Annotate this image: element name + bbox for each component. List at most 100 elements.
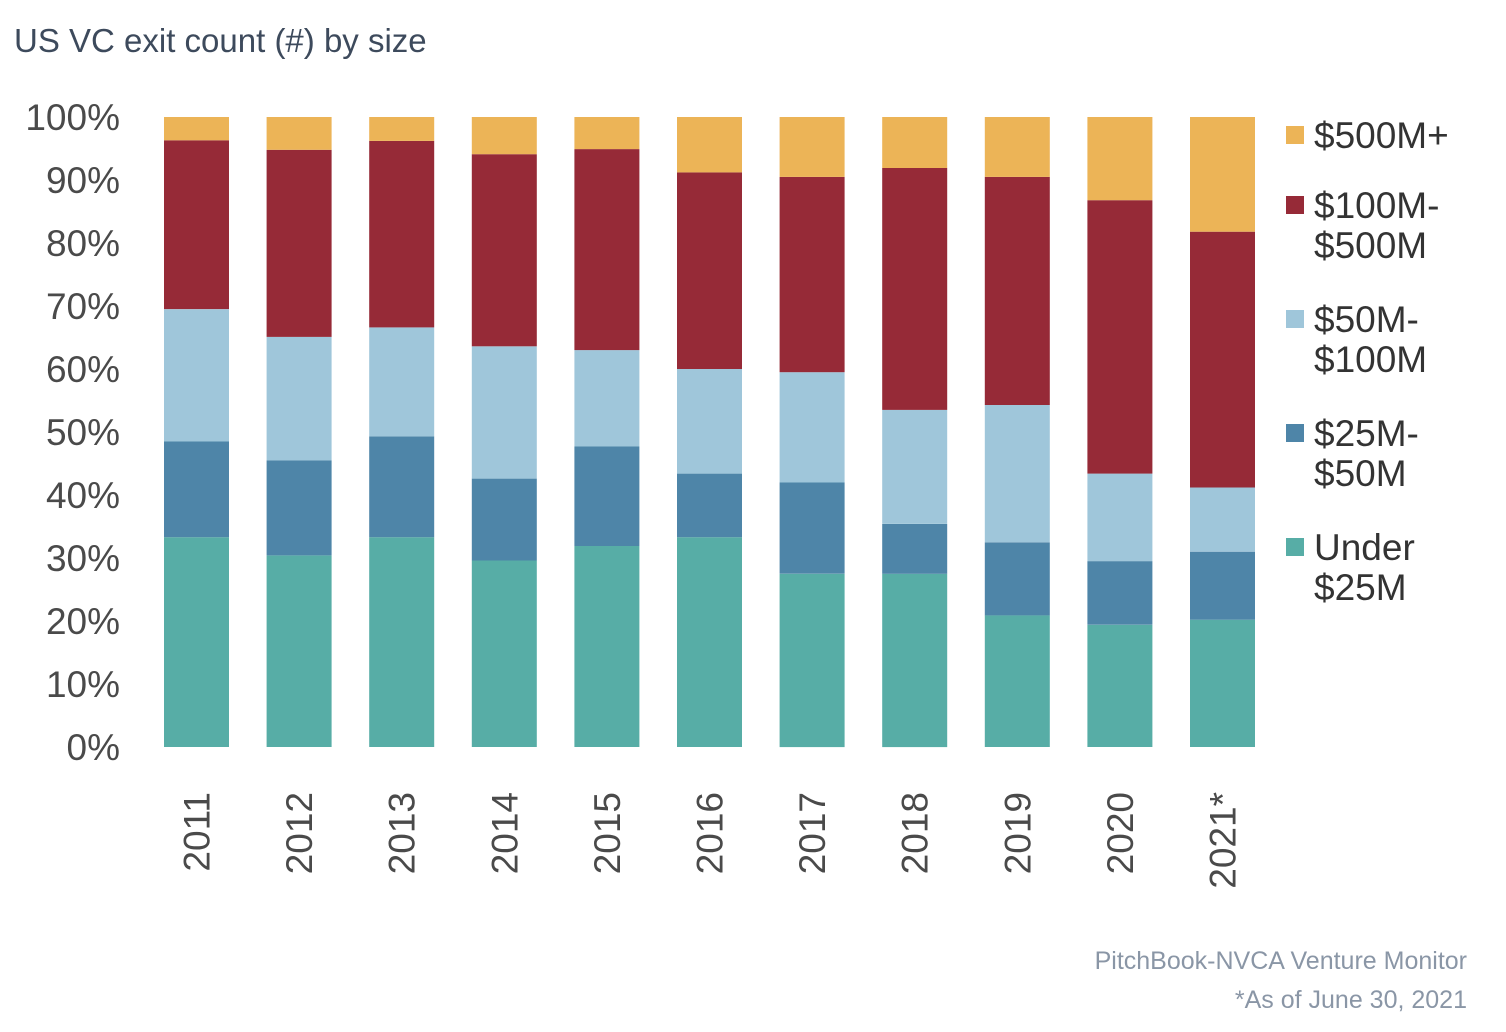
bar-segment bbox=[266, 460, 332, 556]
bar-segment bbox=[164, 537, 229, 747]
bar-segment bbox=[882, 117, 948, 168]
bar-segment bbox=[471, 154, 537, 347]
legend-label: $50M bbox=[1314, 453, 1407, 494]
x-tick-label: 2016 bbox=[690, 792, 731, 874]
bar-segment bbox=[882, 573, 948, 748]
bar-segment bbox=[574, 446, 640, 546]
y-tick-label: 70% bbox=[46, 286, 120, 327]
bar-segment bbox=[1190, 551, 1255, 620]
y-tick-label: 90% bbox=[46, 160, 120, 201]
legend-item: $500M+ bbox=[1286, 115, 1449, 156]
y-tick-label: 50% bbox=[46, 412, 120, 453]
x-tick-label: 2017 bbox=[792, 792, 833, 874]
bar-segment bbox=[1087, 624, 1153, 747]
bar-segment bbox=[266, 149, 332, 337]
bar-segment bbox=[266, 117, 332, 150]
bar-segment bbox=[1087, 117, 1153, 201]
bar-segment bbox=[1190, 487, 1255, 552]
bar-segment bbox=[1087, 561, 1153, 625]
bar-segment bbox=[677, 369, 742, 474]
x-tick-label: 2019 bbox=[997, 792, 1038, 874]
legend-swatch bbox=[1286, 126, 1304, 144]
bar-segment bbox=[164, 140, 229, 310]
bar-segment bbox=[882, 168, 948, 410]
bar-segment bbox=[164, 441, 229, 538]
bar-segment bbox=[574, 117, 640, 150]
x-tick-label: 2015 bbox=[587, 792, 628, 874]
legend-label: $100M bbox=[1314, 339, 1427, 380]
y-tick-label: 0% bbox=[67, 727, 120, 768]
bar-segment bbox=[882, 409, 948, 524]
source-note: PitchBook-NVCA Venture Monitor bbox=[1095, 947, 1467, 975]
legend-swatch bbox=[1286, 196, 1304, 214]
bar-segment bbox=[1087, 200, 1153, 474]
bar-segment bbox=[1087, 473, 1153, 562]
bar-segment bbox=[677, 473, 742, 538]
bar-segment bbox=[779, 176, 845, 373]
bar-segment bbox=[677, 117, 742, 173]
y-axis: 0% 10% 20% 30% 40% 50% 60% 70% 80% 90% 100% bbox=[25, 97, 120, 768]
bar-segment bbox=[369, 436, 435, 538]
y-tick-label: 40% bbox=[46, 475, 120, 516]
bar-segment bbox=[984, 404, 1050, 543]
legend-item: $50M-$100M bbox=[1286, 299, 1427, 380]
x-tick-label: 2014 bbox=[484, 792, 525, 874]
legend-swatch bbox=[1286, 424, 1304, 442]
legend-item: Under$25M bbox=[1286, 527, 1415, 608]
bars bbox=[164, 117, 1255, 748]
bar-segment bbox=[574, 350, 640, 447]
bar-segment bbox=[266, 555, 332, 747]
legend: $500M+ $100M-$500M $50M-$100M $25M-$50M Unde… bbox=[1286, 115, 1449, 608]
bar-segment bbox=[369, 327, 435, 437]
bar-segment bbox=[471, 346, 537, 479]
bar-segment bbox=[164, 117, 229, 141]
legend-label: $50M- bbox=[1314, 299, 1419, 340]
legend-label: $500M bbox=[1314, 225, 1427, 266]
bar-segment bbox=[164, 309, 229, 442]
legend-item: $25M-$50M bbox=[1286, 413, 1419, 494]
bar-segment bbox=[471, 560, 537, 747]
bar-segment bbox=[779, 117, 845, 177]
bar-segment bbox=[882, 524, 948, 574]
legend-label: Under bbox=[1314, 527, 1415, 568]
x-tick-label: 2018 bbox=[895, 792, 936, 874]
legend-item: $100M-$500M bbox=[1286, 185, 1439, 266]
y-tick-label: 30% bbox=[46, 538, 120, 579]
legend-label: $25M bbox=[1314, 567, 1407, 608]
x-tick-label: 2020 bbox=[1100, 792, 1141, 874]
y-tick-label: 10% bbox=[46, 664, 120, 705]
bar-segment bbox=[471, 478, 537, 561]
bar-segment bbox=[1190, 619, 1255, 747]
bar-segment bbox=[984, 176, 1050, 405]
bar-segment bbox=[369, 117, 435, 141]
legend-swatch bbox=[1286, 310, 1304, 328]
legend-label: $500M+ bbox=[1314, 115, 1449, 156]
bar-segment bbox=[266, 336, 332, 461]
bar-segment bbox=[984, 615, 1050, 747]
bar-segment bbox=[779, 372, 845, 483]
x-tick-label: 2011 bbox=[177, 792, 218, 872]
y-tick-label: 60% bbox=[46, 349, 120, 390]
bar-segment bbox=[369, 140, 435, 328]
bar-segment bbox=[984, 542, 1050, 616]
bar-segment bbox=[779, 482, 845, 574]
chart-title: US VC exit count (#) by size bbox=[14, 22, 427, 59]
x-tick-label: 2012 bbox=[279, 792, 320, 874]
legend-label: $25M- bbox=[1314, 413, 1419, 454]
footnote: *As of June 30, 2021 bbox=[1235, 986, 1467, 1014]
y-tick-label: 100% bbox=[25, 97, 120, 138]
bar-segment bbox=[984, 117, 1050, 177]
legend-swatch bbox=[1286, 538, 1304, 556]
bar-segment bbox=[574, 149, 640, 351]
bar-segment bbox=[779, 573, 845, 748]
bar-segment bbox=[1190, 231, 1255, 488]
y-tick-label: 80% bbox=[46, 223, 120, 264]
legend-label: $100M- bbox=[1314, 185, 1439, 226]
x-tick-label: 2021* bbox=[1203, 792, 1244, 889]
x-axis: 2011 2012 2013 2014 2015 2016 2017 2018 2019 2020… bbox=[177, 792, 1244, 889]
y-tick-label: 20% bbox=[46, 601, 120, 642]
bar-segment bbox=[471, 117, 537, 155]
bar-segment bbox=[677, 172, 742, 369]
bar-segment bbox=[369, 537, 435, 747]
